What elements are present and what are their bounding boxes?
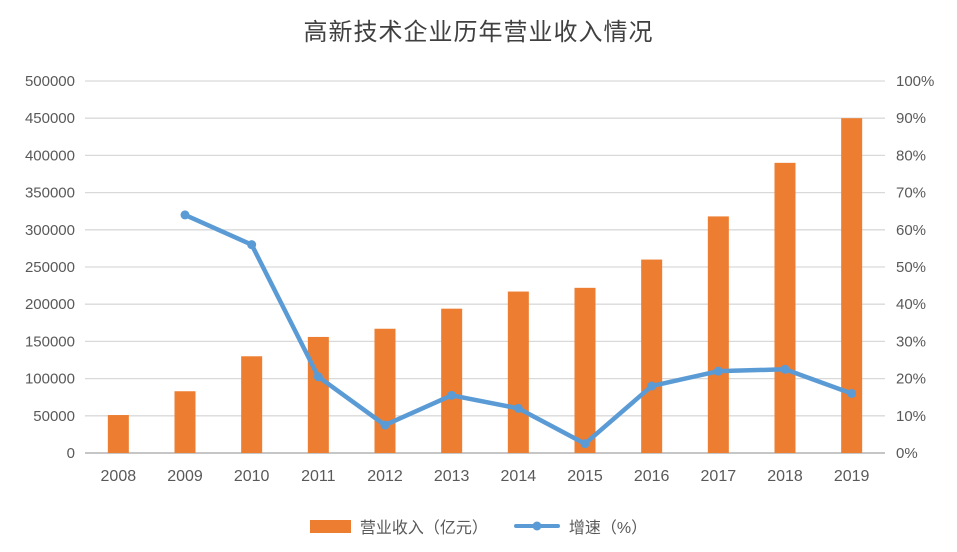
x-axis-tick-label: 2019 — [834, 468, 870, 485]
right-axis-tick-label: 90% — [896, 110, 926, 127]
left-axis-tick-label: 350000 — [25, 185, 75, 202]
chart-legend: 营业收入（亿元） 增速（%） — [0, 514, 957, 538]
chart-title: 高新技术企业历年营业收入情况 — [303, 18, 654, 46]
growth-line-marker-2011 — [313, 372, 323, 382]
growth-marker-icon — [532, 521, 542, 531]
bar-2016 — [641, 259, 663, 453]
growth-line-marker-2014 — [513, 403, 523, 413]
growth-line-marker-2010 — [247, 240, 257, 250]
growth-line-marker-2018 — [780, 364, 790, 374]
left-axis-tick-label: 100000 — [25, 371, 75, 388]
right-axis-tick-label: 10% — [896, 408, 926, 425]
growth-line-marker-2016 — [647, 381, 657, 391]
bar-2011 — [307, 336, 329, 453]
x-axis-tick-label: 2013 — [434, 468, 470, 485]
left-axis-tick-label: 450000 — [25, 110, 75, 127]
x-axis-tick-label: 2008 — [101, 468, 137, 485]
x-axis-tick-label: 2014 — [501, 468, 537, 485]
revenue-bar-swatch-icon — [309, 519, 351, 533]
bar-2017 — [707, 216, 729, 453]
growth-line-swatch-icon — [513, 521, 560, 531]
left-axis-tick-label: 300000 — [25, 222, 75, 239]
x-axis-tick-label: 2011 — [301, 468, 336, 485]
legend-label-revenue: 营业收入（亿元） — [359, 520, 488, 537]
right-axis-tick-label: 30% — [896, 333, 926, 350]
right-axis-tick-label: 80% — [896, 147, 926, 164]
left-axis-tick-label: 250000 — [25, 259, 75, 276]
bar-2014 — [507, 291, 529, 453]
left-axis-tick-label: 150000 — [25, 333, 75, 350]
right-axis-tick-label: 40% — [896, 296, 926, 313]
right-axis-tick-label: 0% — [896, 445, 918, 462]
bar-2015 — [574, 287, 596, 453]
growth-line-marker-2009 — [180, 210, 190, 220]
x-axis-tick-label: 2016 — [634, 468, 670, 485]
left-axis-tick-label: 400000 — [25, 147, 75, 164]
right-axis-tick-label: 100% — [896, 73, 934, 90]
right-axis-tick-label: 60% — [896, 222, 926, 239]
bar-2010 — [241, 356, 263, 453]
growth-line-marker-2017 — [713, 366, 723, 376]
right-axis-tick-label: 70% — [896, 185, 926, 202]
growth-line-marker-2019 — [847, 388, 857, 398]
x-axis-tick-label: 2015 — [567, 468, 603, 485]
bar-2008 — [107, 415, 129, 453]
x-axis-tick-label: 2017 — [701, 468, 737, 485]
legend-item-revenue: 营业收入（亿元） — [309, 514, 488, 538]
x-axis-tick-label: 2009 — [167, 468, 203, 485]
legend-item-growth: 增速（%） — [513, 514, 648, 538]
right-axis-tick-label: 50% — [896, 259, 926, 276]
left-axis-tick-label: 0 — [67, 445, 75, 462]
left-axis-tick-label: 200000 — [25, 296, 75, 313]
bar-2018 — [774, 162, 796, 453]
bar-2013 — [441, 308, 463, 453]
x-axis-tick-label: 2010 — [234, 468, 270, 485]
legend-label-growth: 增速（%） — [568, 520, 648, 537]
growth-line-marker-2015 — [580, 439, 590, 449]
right-axis-tick-label: 20% — [896, 371, 926, 388]
growth-line-marker-2012 — [380, 420, 390, 430]
x-axis-tick-label: 2012 — [367, 468, 403, 485]
growth-line-marker-2013 — [447, 390, 457, 400]
bar-2009 — [174, 391, 196, 453]
left-axis-tick-label: 500000 — [25, 73, 75, 90]
x-axis-tick-label: 2018 — [767, 468, 803, 485]
left-axis-tick-label: 50000 — [33, 408, 75, 425]
bar-2012 — [374, 328, 396, 453]
bar-2019 — [841, 118, 863, 453]
